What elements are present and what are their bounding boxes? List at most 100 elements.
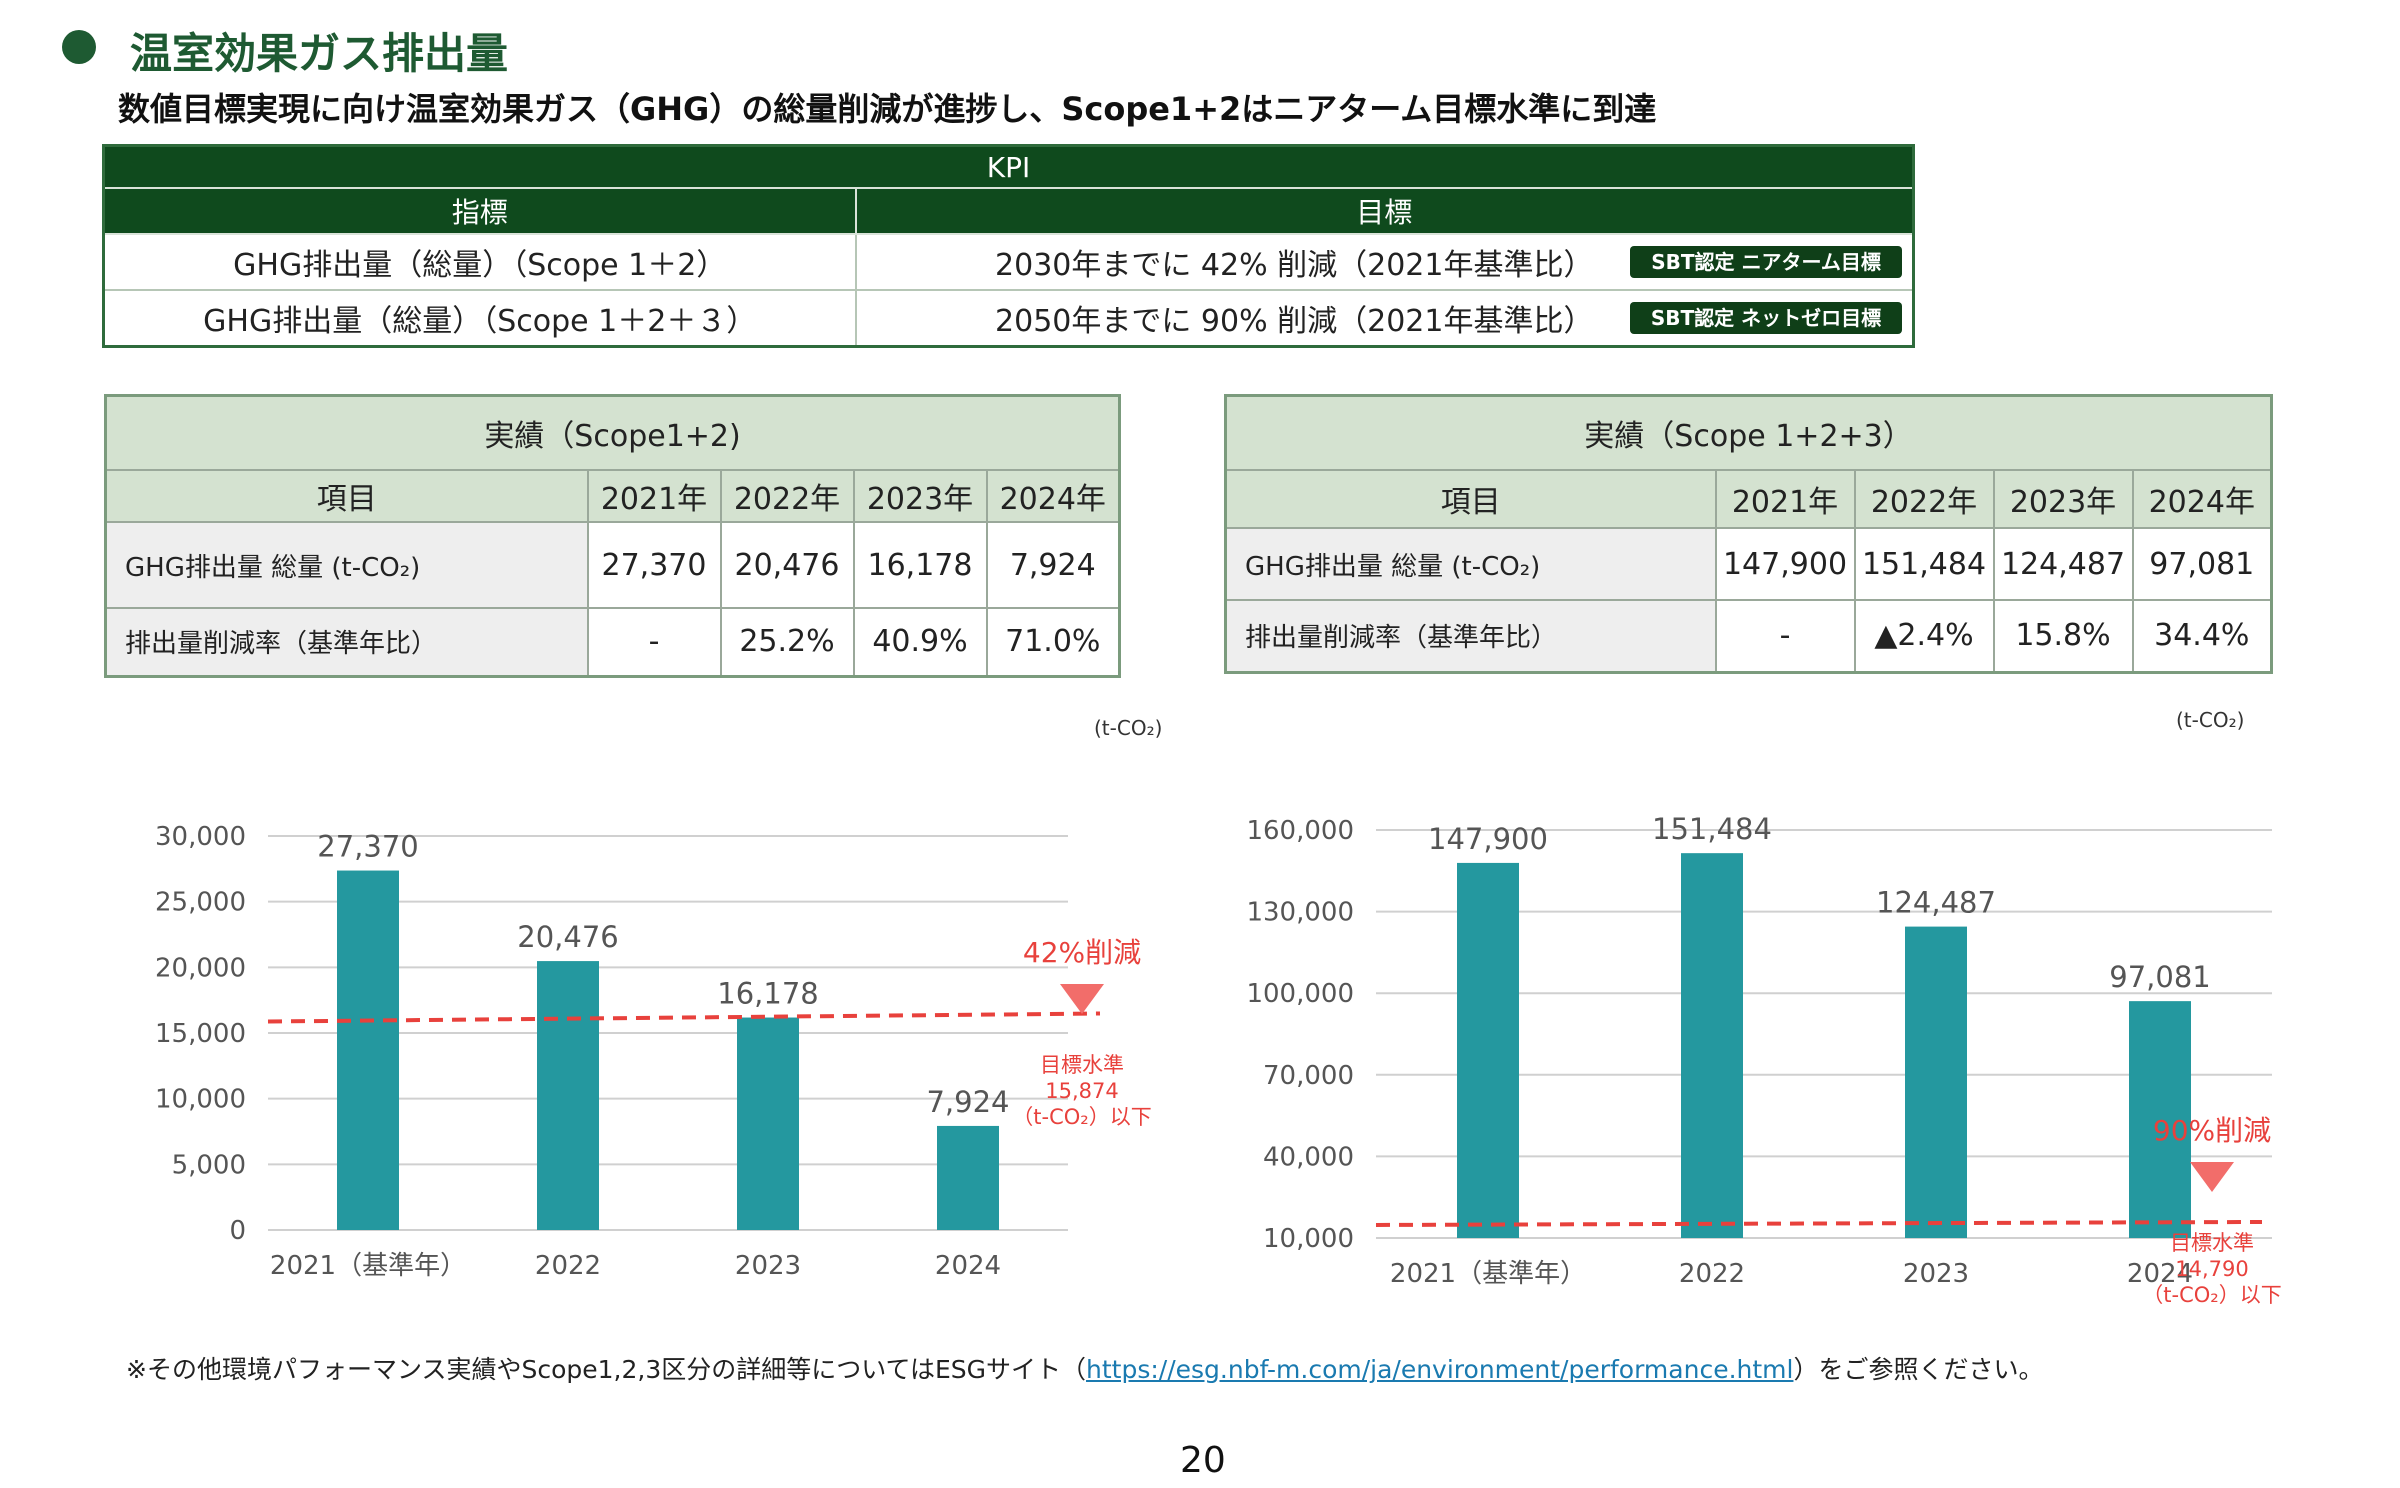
year-header: 2021年 [586,469,722,523]
target-level-label: （t-CO₂）以下 [2142,1283,2281,1307]
sbt-badge: SBT認定 ニアターム目標 [1630,246,1903,278]
page-subtitle: 数値目標実現に向け温室効果ガス（GHG）の総量削減が進捗し、Scope1+2はニ… [118,90,1657,128]
target-line [267,1011,1101,1024]
table-cell: 97,081 [2131,527,2273,601]
data-label: 151,484 [1652,812,1772,846]
data-label: 124,487 [1876,886,1996,920]
sbt-badge: SBT認定 ネットゼロ目標 [1630,302,1903,334]
chart-unit-label: (t-CO₂) [2176,708,2245,732]
bar [1457,862,1519,1238]
table-cell: 124,487 [1992,527,2134,601]
y-tick-label: 10,000 [1263,1224,1354,1254]
x-tick-label: 2024 [935,1251,1001,1281]
results-scope123-table: 実績（Scope 1+2+3） 項目 2021年 2022年 2023年 202… [1224,394,2274,674]
table-row: GHG排出量 総量 (t-CO₂) 27,370 20,476 16,178 7… [104,521,1121,609]
table-row: 排出量削減率（基準年比） - 25.2% 40.9% 71.0% [104,607,1121,677]
target-line [1375,1219,2263,1227]
footnote: ※その他環境パフォーマンス実績やScope1,2,3区分の詳細等についてはESG… [126,1350,2043,1386]
data-label: 7,924 [926,1085,1009,1119]
kpi-target-cell: 2030年までに 42% 削減（2021年基準比） SBT認定 ニアターム目標 [854,233,1915,291]
year-header: 2024年 [2131,469,2273,529]
down-arrow-icon [2190,1162,2234,1192]
table-cell: 15.8% [1992,599,2134,673]
x-tick-label: 2022 [535,1251,601,1281]
bar [2129,1001,2191,1238]
results-title: 実績（Scope1+2) [104,394,1121,471]
chart-unit-label: (t-CO₂) [1094,716,1163,740]
kpi-target: 2030年までに 42% 削減（2021年基準比） [995,248,1594,283]
bar [537,961,599,1230]
x-tick-label: 2023 [1903,1259,1969,1289]
data-label: 97,081 [2109,960,2210,994]
kpi-table: KPI 指標 目標 GHG排出量（総量）（Scope 1＋2） 2030年までに… [102,144,1916,348]
y-tick-label: 30,000 [155,822,246,852]
row-label: 排出量削減率（基準年比） [1224,599,1717,673]
y-tick-label: 40,000 [1263,1142,1354,1172]
kpi-target: 2050年までに 90% 削減（2021年基準比） [995,304,1594,339]
y-tick-label: 20,000 [155,953,246,983]
year-header: 2021年 [1714,469,1856,529]
item-header: 項目 [104,469,589,523]
y-tick-label: 100,000 [1246,979,1354,1009]
year-header: 2024年 [985,469,1121,523]
table-cell: ▲2.4% [1853,599,1995,673]
table-cell: 147,900 [1714,527,1856,601]
item-header: 項目 [1224,469,1717,529]
x-tick-label: 2023 [735,1251,801,1281]
y-tick-label: 10,000 [155,1085,246,1115]
bar [737,1017,799,1230]
table-cell: 7,924 [985,521,1121,609]
y-tick-label: 15,000 [155,1019,246,1049]
row-label: GHG排出量 総量 (t-CO₂) [1224,527,1717,601]
target-level-label: 14,790 [2175,1257,2248,1281]
footnote-suffix: ）をご参照ください。 [1793,1355,2044,1384]
page-number: 20 [1180,1440,1226,1481]
scope123-bar-chart: 10,000 40,000 70,000 100,000 130,000 160,000 1… [1246,812,2281,1307]
bar [937,1125,999,1230]
reduction-label: 90%削減 [2153,1114,2271,1147]
year-header: 2022年 [719,469,855,523]
bar [1905,926,1967,1238]
footnote-prefix: ※その他環境パフォーマンス実績やScope1,2,3区分の詳細等についてはESG… [126,1355,1087,1384]
reduction-label: 42%削減 [1023,936,1141,969]
kpi-indicator: GHG排出量（総量）（Scope 1＋2） [102,233,857,291]
target-level-label: 目標水準 [2170,1231,2254,1255]
table-cell: 20,476 [719,521,855,609]
table-cell: 34.4% [2131,599,2273,673]
kpi-target-cell: 2050年までに 90% 削減（2021年基準比） SBT認定 ネットゼロ目標 [854,289,1915,348]
table-row: GHG排出量 総量 (t-CO₂) 147,900 151,484 124,48… [1224,527,2273,601]
title-bullet-icon [62,30,96,64]
esg-site-link[interactable]: https://esg.nbf-m.com/ja/environment/per… [1086,1355,1794,1384]
page-title: 温室効果ガス排出量 [130,29,509,78]
x-tick-label: 2021（基準年） [270,1251,466,1281]
bar [1681,853,1743,1238]
y-tick-label: 0 [229,1216,246,1246]
kpi-row: GHG排出量（総量）（Scope 1＋2＋３） 2050年までに 90% 削減（… [102,289,1915,348]
x-tick-label: 2024 [2127,1259,2193,1289]
target-level-label: （t-CO₂）以下 [1012,1105,1151,1129]
year-header: 2022年 [1853,469,1995,529]
bar [337,870,399,1230]
x-tick-label: 2021（基準年） [1390,1259,1586,1289]
results-title: 実績（Scope 1+2+3） [1224,394,2273,471]
table-row: 排出量削減率（基準年比） - ▲2.4% 15.8% 34.4% [1224,599,2273,673]
target-level-label: 目標水準 [1040,1053,1124,1077]
data-label: 27,370 [317,830,418,864]
kpi-title: KPI [102,144,1915,189]
scope12-bar-chart: 0 5,000 10,000 15,000 20,000 25,000 30,000 27,3… [155,822,1152,1281]
kpi-col-indicator: 指標 [102,187,857,235]
y-tick-label: 25,000 [155,888,246,918]
kpi-header-row: 指標 目標 [102,187,1915,235]
y-tick-label: 5,000 [172,1150,246,1180]
row-label: 排出量削減率（基準年比） [104,607,589,677]
kpi-title-row: KPI [102,144,1915,189]
kpi-indicator: GHG排出量（総量）（Scope 1＋2＋３） [102,289,857,348]
table-cell: - [1714,599,1856,673]
year-header: 2023年 [852,469,988,523]
data-label: 20,476 [517,920,618,954]
y-tick-label: 160,000 [1246,816,1354,846]
kpi-row: GHG排出量（総量）（Scope 1＋2） 2030年までに 42% 削減（20… [102,233,1915,291]
table-cell: 151,484 [1853,527,1995,601]
kpi-col-target: 目標 [854,187,1915,235]
year-header: 2023年 [1992,469,2134,529]
